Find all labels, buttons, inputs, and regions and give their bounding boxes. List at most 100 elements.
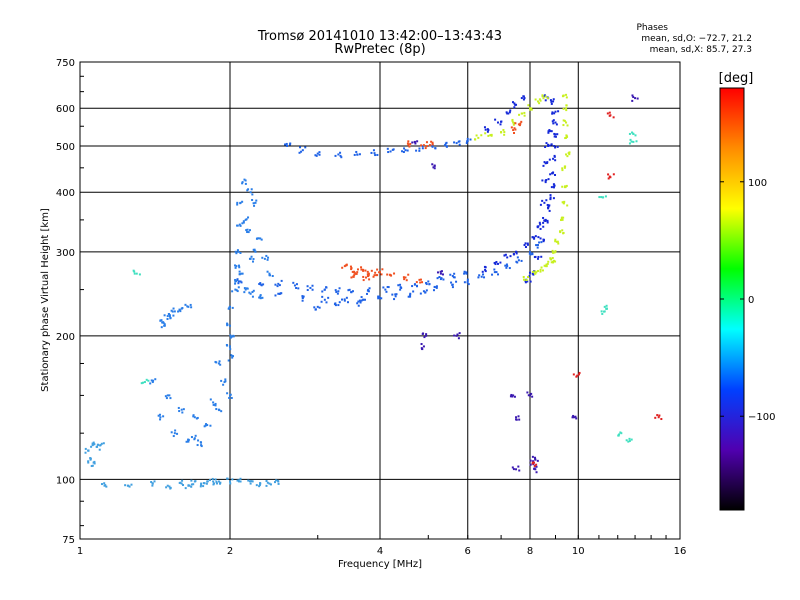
- data-point-jitter: [608, 175, 611, 178]
- data-point-jitter: [244, 179, 247, 182]
- data-point: [247, 231, 250, 234]
- data-point-jitter: [522, 275, 525, 278]
- data-point-jitter: [562, 107, 565, 110]
- data-point-jitter: [238, 270, 241, 273]
- data-point-jitter: [513, 102, 516, 105]
- data-point-jitter: [126, 484, 129, 487]
- data-point-jitter: [423, 336, 426, 339]
- data-point-jitter: [548, 209, 551, 212]
- data-point-jitter: [425, 289, 428, 292]
- data-point-jitter: [534, 235, 537, 238]
- data-point-jitter: [284, 143, 287, 146]
- data-point-jitter: [632, 96, 635, 99]
- data-point-jitter: [358, 153, 361, 156]
- data-point-jitter: [304, 146, 307, 149]
- data-point-jitter: [548, 144, 551, 147]
- data-point-jitter: [532, 273, 535, 276]
- data-point-jitter: [105, 485, 108, 488]
- data-point-jitter: [237, 264, 240, 267]
- data-point-jitter: [190, 306, 193, 309]
- data-point-jitter: [578, 373, 581, 376]
- data-point-jitter: [531, 252, 534, 255]
- data-point-jitter: [475, 134, 478, 137]
- data-point-jitter: [511, 466, 514, 469]
- data-point-jitter: [172, 435, 175, 438]
- data-point-jitter: [235, 252, 238, 255]
- data-point: [506, 256, 509, 259]
- data-point-jitter: [546, 161, 549, 164]
- data-point: [159, 416, 162, 419]
- data-point-jitter: [380, 297, 383, 300]
- data-point-jitter: [572, 414, 575, 417]
- data-point: [455, 142, 458, 145]
- x-tick-label: 16: [674, 546, 687, 557]
- data-point-jitter: [449, 273, 452, 276]
- data-point-jitter: [528, 271, 531, 274]
- data-point-jitter: [218, 360, 221, 363]
- data-point-jitter: [520, 97, 523, 100]
- data-point-jitter: [513, 132, 516, 135]
- data-point-jitter: [481, 270, 484, 273]
- data-point-jitter: [334, 289, 337, 292]
- data-point-jitter: [415, 281, 418, 284]
- data-point-jitter: [258, 484, 261, 487]
- data-point-jitter: [425, 333, 428, 336]
- data-point-jitter: [483, 276, 486, 279]
- data-point-jitter: [503, 133, 506, 136]
- data-point: [463, 272, 466, 275]
- data-point: [529, 394, 531, 397]
- data-point-jitter: [248, 257, 251, 260]
- data-point-jitter: [484, 132, 487, 135]
- data-point: [404, 149, 407, 152]
- data-point-jitter: [514, 103, 517, 106]
- data-point: [435, 286, 438, 289]
- data-point-jitter: [531, 461, 534, 464]
- data-point: [544, 265, 547, 268]
- data-point-jitter: [451, 283, 454, 286]
- data-point: [244, 288, 247, 291]
- data-point-jitter: [192, 483, 195, 486]
- data-point-jitter: [632, 132, 635, 135]
- data-point: [241, 181, 244, 184]
- data-point-jitter: [124, 484, 127, 487]
- data-point: [455, 334, 458, 337]
- data-point-jitter: [603, 310, 606, 313]
- data-point: [526, 280, 529, 283]
- data-point-jitter: [96, 443, 99, 446]
- data-point-jitter: [378, 295, 381, 298]
- data-point-jitter: [236, 201, 239, 204]
- data-point-jitter: [102, 442, 105, 445]
- data-point-jitter: [159, 319, 162, 322]
- data-point-jitter: [422, 332, 425, 335]
- data-point-jitter: [376, 268, 379, 271]
- data-point-jitter: [394, 293, 397, 296]
- data-point-jitter: [247, 479, 250, 482]
- data-point-jitter: [169, 317, 172, 320]
- data-point: [316, 152, 319, 155]
- data-point-jitter: [513, 395, 516, 398]
- data-point-jitter: [370, 269, 373, 272]
- data-point-jitter: [301, 296, 304, 299]
- data-point-jitter: [349, 265, 352, 268]
- data-point-jitter: [562, 94, 565, 97]
- data-point-jitter: [529, 463, 532, 466]
- data-point-jitter: [545, 263, 548, 266]
- data-point-jitter: [538, 241, 541, 244]
- data-point-jitter: [612, 116, 615, 119]
- data-point-jitter: [660, 418, 663, 421]
- data-point-jitter: [343, 298, 346, 301]
- data-point-jitter: [531, 270, 534, 273]
- data-point-jitter: [550, 130, 553, 133]
- data-point-jitter: [190, 436, 193, 439]
- data-point-jitter: [215, 408, 218, 411]
- data-point-jitter: [467, 283, 470, 286]
- data-point-jitter: [212, 403, 215, 406]
- data-point-jitter: [231, 335, 234, 338]
- data-point: [217, 362, 220, 365]
- data-point-jitter: [531, 455, 534, 458]
- data-point-jitter: [160, 326, 163, 329]
- data-point-jitter: [521, 112, 524, 115]
- data-point-jitter: [356, 153, 359, 156]
- data-point-jitter: [168, 485, 171, 488]
- data-point-jitter: [388, 273, 391, 276]
